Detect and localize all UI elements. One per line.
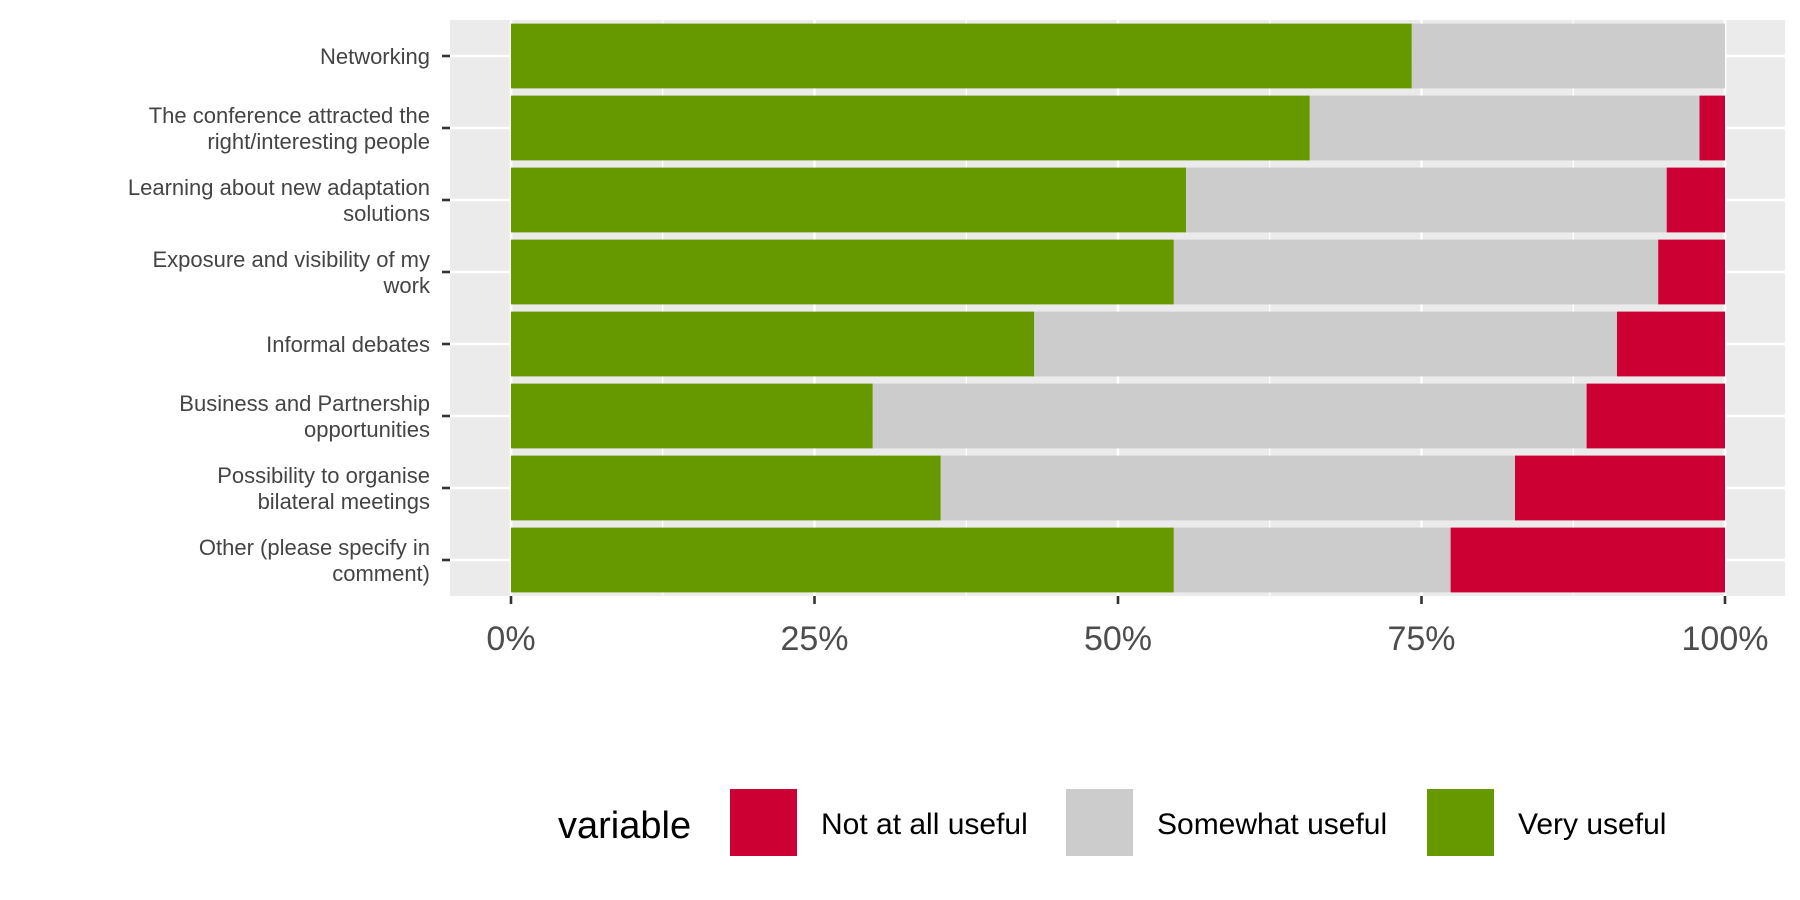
bar-segment-very-useful [511,95,1310,161]
bar-segment-very-useful [511,311,1035,377]
y-tick-label: opportunities [304,417,430,442]
bar-segment-very-useful [511,239,1174,305]
bar-segment-not-at-all-useful [1658,239,1725,305]
x-axis: 0% 25% 50% 75% 100% [486,596,1768,658]
bar-segment-not-at-all-useful [1666,167,1725,233]
bar-segment-not-at-all-useful [1699,95,1725,161]
y-tick-label: right/interesting people [207,129,430,154]
legend-key-very-useful [1427,789,1494,856]
bar-segment-somewhat-useful [1173,527,1451,593]
plot-panel [450,20,1785,596]
bar-segment-not-at-all-useful [1450,527,1725,593]
y-axis: Networking The conference attracted theri… [128,44,450,586]
y-tick-label: comment) [332,561,430,586]
y-tick-label: Networking [320,44,430,69]
y-tick-label: solutions [343,201,430,226]
legend: variable Not at all useful Somewhat usefu… [558,789,1666,856]
bar-segment-not-at-all-useful [1616,311,1725,377]
y-tick-label: Business and Partnership [179,391,430,416]
bar-segment-not-at-all-useful [1586,383,1725,449]
bar-segment-somewhat-useful [1034,311,1617,377]
bar-segment-very-useful [511,23,1412,89]
legend-label: Very useful [1518,808,1666,841]
bar-segment-somewhat-useful [940,455,1515,521]
bar-segment-somewhat-useful [872,383,1587,449]
legend-key-somewhat-useful [1066,789,1133,856]
x-tick-label: 50% [1084,620,1152,658]
bar-segment-very-useful [511,167,1186,233]
y-tick-label: work [383,273,431,298]
bar-segment-very-useful [511,455,941,521]
y-tick-label: Exposure and visibility of my [152,247,430,272]
x-tick-label: 75% [1387,620,1455,658]
bar-segment-somewhat-useful [1411,23,1725,89]
bar-segment-very-useful [511,383,873,449]
bar-segment-somewhat-useful [1309,95,1700,161]
bar-segment-somewhat-useful [1185,167,1667,233]
x-tick-label: 25% [780,620,848,658]
bar-segment-very-useful [511,527,1174,593]
bars [511,23,1725,593]
bar-segment-not-at-all-useful [1514,455,1725,521]
bar-segment-somewhat-useful [1173,239,1659,305]
y-tick-label: The conference attracted the [149,103,430,128]
y-tick-label: Other (please specify in [199,535,430,560]
legend-label: Not at all useful [821,808,1028,841]
x-tick-label: 100% [1682,620,1769,658]
y-tick-label: Possibility to organise [217,463,430,488]
y-tick-label: Learning about new adaptation [128,175,430,200]
y-tick-label: bilateral meetings [258,489,430,514]
legend-key-not-at-all-useful [730,789,797,856]
legend-title: variable [558,805,691,847]
y-tick-label: Informal debates [266,332,430,357]
legend-label: Somewhat useful [1157,808,1387,841]
x-tick-label: 0% [486,620,535,658]
